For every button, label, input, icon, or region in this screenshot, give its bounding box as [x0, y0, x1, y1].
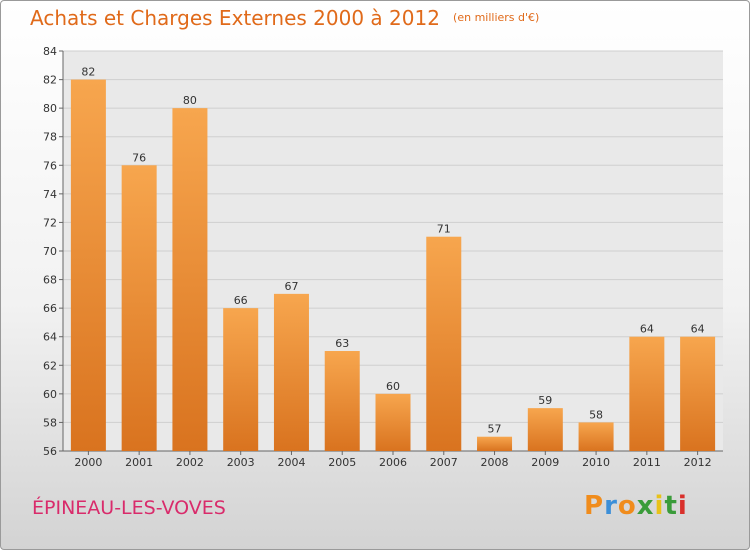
data-label: 64	[691, 323, 705, 336]
logo-letter: t	[664, 491, 678, 521]
data-label: 66	[234, 294, 248, 307]
y-tick-label: 72	[43, 216, 57, 229]
x-tick-label: 2004	[277, 456, 305, 469]
x-tick-label: 2003	[227, 456, 255, 469]
commune-name: ÉPINEAU-LES-VOVES	[32, 497, 226, 519]
x-tick-label: 2006	[379, 456, 407, 469]
x-tick-label: 2009	[531, 456, 559, 469]
bar	[578, 422, 614, 451]
bar	[527, 408, 563, 451]
logo-letter: x	[636, 491, 655, 521]
x-tick-label: 2005	[328, 456, 356, 469]
bar	[223, 308, 259, 451]
x-tick-label: 2010	[582, 456, 610, 469]
chart-title: Achats et Charges Externes 2000 à 2012	[30, 6, 440, 30]
y-tick-label: 62	[43, 359, 57, 372]
x-tick-label: 2012	[684, 456, 712, 469]
y-tick-label: 70	[43, 245, 57, 258]
data-label: 63	[335, 337, 349, 350]
data-label: 80	[183, 94, 197, 107]
data-label: 58	[589, 408, 603, 421]
proxiti-logo: Proxiti	[584, 491, 688, 521]
y-tick-label: 60	[43, 388, 57, 401]
x-tick-label: 2007	[430, 456, 458, 469]
x-tick-label: 2001	[125, 456, 153, 469]
logo-letter: i	[677, 491, 688, 521]
logo-letter: o	[617, 491, 637, 521]
chart-title-block: Achats et Charges Externes 2000 à 2012 (…	[30, 6, 539, 30]
data-label: 57	[488, 423, 502, 436]
data-label: 76	[132, 151, 146, 164]
bar	[70, 79, 106, 452]
x-tick-label: 2002	[176, 456, 204, 469]
data-label: 71	[437, 223, 451, 236]
x-tick-label: 2008	[481, 456, 509, 469]
y-tick-label: 68	[43, 274, 57, 287]
bar	[324, 351, 360, 451]
y-tick-label: 56	[43, 445, 57, 458]
data-label: 60	[386, 380, 400, 393]
bar	[121, 165, 157, 452]
data-label: 82	[81, 66, 95, 79]
logo-letter: r	[604, 491, 618, 521]
y-tick-label: 64	[43, 331, 57, 344]
y-tick-label: 80	[43, 102, 57, 115]
bar	[172, 108, 208, 452]
bar	[629, 336, 665, 451]
y-tick-label: 78	[43, 131, 57, 144]
y-tick-label: 84	[43, 45, 57, 58]
logo-letter: P	[584, 491, 605, 521]
data-label: 67	[284, 280, 298, 293]
y-tick-label: 76	[43, 159, 57, 172]
x-tick-label: 2000	[74, 456, 102, 469]
data-label: 64	[640, 323, 654, 336]
chart-subtitle: (en milliers d'€)	[453, 11, 540, 24]
bar	[680, 336, 716, 451]
bar	[477, 436, 513, 451]
x-tick-label: 2011	[633, 456, 661, 469]
bar	[375, 393, 411, 451]
y-tick-label: 74	[43, 188, 57, 201]
y-tick-label: 58	[43, 416, 57, 429]
logo-letter: i	[654, 491, 665, 521]
y-tick-label: 66	[43, 302, 57, 315]
y-tick-label: 82	[43, 74, 57, 87]
bar	[426, 236, 462, 451]
data-label: 59	[538, 394, 552, 407]
bar	[273, 293, 309, 451]
